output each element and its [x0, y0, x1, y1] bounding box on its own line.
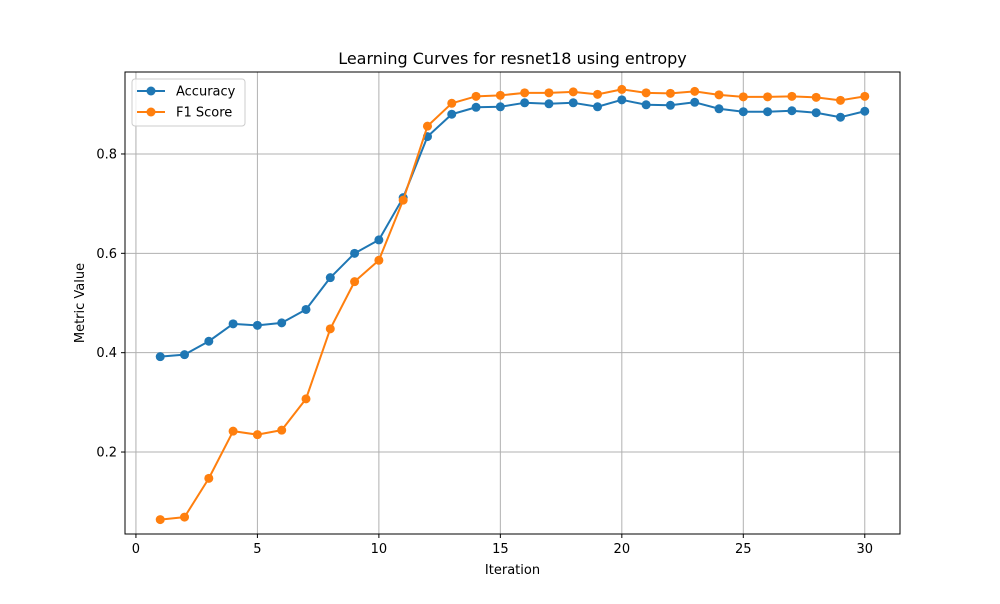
data-point-accuracy — [835, 112, 845, 122]
data-point-f1-score — [738, 92, 748, 102]
data-point-f1-score — [568, 87, 578, 97]
data-point-f1-score — [495, 90, 505, 100]
x-tick-label: 10 — [371, 542, 388, 557]
legend: Accuracy F1 Score — [131, 78, 246, 127]
x-axis-label: Iteration — [485, 563, 540, 578]
y-tick-label: 0.2 — [96, 446, 117, 461]
data-point-accuracy — [763, 107, 773, 117]
y-tick-label: 0.4 — [96, 346, 117, 361]
data-point-f1-score — [471, 91, 481, 101]
x-tick-label: 5 — [253, 542, 261, 557]
data-point-accuracy — [617, 95, 627, 105]
data-point-accuracy — [593, 102, 603, 112]
data-point-accuracy — [228, 319, 238, 329]
x-tick-label: 15 — [492, 542, 509, 557]
data-point-accuracy — [690, 97, 700, 107]
data-point-f1-score — [665, 88, 675, 98]
data-point-f1-score — [422, 121, 432, 131]
data-point-accuracy — [787, 106, 797, 116]
data-point-f1-score — [204, 473, 214, 483]
data-point-f1-score — [180, 512, 190, 522]
data-point-f1-score — [714, 90, 724, 100]
legend-label-accuracy: Accuracy — [176, 85, 236, 100]
data-point-f1-score — [641, 88, 651, 98]
series-layer — [155, 84, 870, 525]
data-point-accuracy — [471, 102, 481, 112]
data-point-f1-score — [520, 88, 530, 98]
data-point-accuracy — [301, 304, 311, 314]
data-point-accuracy — [252, 320, 262, 330]
ticks: 0 5 10 15 20 25 30 0.2 0.4 0.6 0.8 — [96, 147, 873, 557]
data-point-f1-score — [398, 195, 408, 205]
x-tick-label: 20 — [614, 542, 631, 557]
plot-frame — [124, 71, 901, 535]
data-point-f1-score — [787, 91, 797, 101]
data-point-f1-score — [447, 98, 457, 108]
data-point-f1-score — [860, 91, 870, 101]
data-point-accuracy — [860, 106, 870, 116]
y-axis-label: Metric Value — [73, 263, 88, 343]
legend-label-f1-score: F1 Score — [176, 106, 232, 121]
y-tick-label: 0.6 — [96, 247, 117, 262]
x-tick-label: 25 — [735, 542, 752, 557]
grid — [125, 72, 900, 534]
data-point-accuracy — [568, 98, 578, 108]
data-point-f1-score — [593, 89, 603, 99]
data-point-f1-score — [277, 425, 287, 435]
data-point-accuracy — [325, 273, 335, 283]
data-point-f1-score — [835, 95, 845, 105]
data-point-accuracy — [180, 350, 190, 360]
data-point-accuracy — [350, 248, 360, 258]
y-tick-label: 0.8 — [96, 147, 117, 162]
data-point-accuracy — [204, 336, 214, 346]
data-point-f1-score — [811, 92, 821, 102]
data-point-f1-score — [228, 426, 238, 436]
legend-marker-f1-score — [146, 107, 156, 117]
chart-title: Learning Curves for resnet18 using entro… — [338, 49, 687, 68]
data-point-accuracy — [374, 235, 384, 245]
data-point-f1-score — [690, 86, 700, 96]
data-point-accuracy — [738, 107, 748, 117]
data-point-accuracy — [641, 100, 651, 110]
data-point-f1-score — [763, 92, 773, 102]
data-point-accuracy — [155, 352, 165, 362]
plot-area — [125, 72, 900, 534]
data-point-accuracy — [277, 318, 287, 328]
data-point-accuracy — [665, 100, 675, 110]
x-tick-label: 0 — [132, 542, 140, 557]
data-point-accuracy — [495, 102, 505, 112]
data-point-f1-score — [544, 88, 554, 98]
data-point-f1-score — [617, 84, 627, 94]
data-point-f1-score — [350, 277, 360, 287]
data-point-accuracy — [714, 104, 724, 114]
data-point-accuracy — [447, 109, 457, 119]
data-point-f1-score — [252, 430, 262, 440]
legend-marker-accuracy — [146, 86, 156, 96]
data-point-f1-score — [374, 255, 384, 265]
data-point-f1-score — [301, 394, 311, 404]
data-point-accuracy — [811, 108, 821, 118]
data-point-accuracy — [520, 98, 530, 108]
data-point-f1-score — [325, 324, 335, 334]
data-point-f1-score — [155, 515, 165, 525]
data-point-accuracy — [544, 99, 554, 109]
x-tick-label: 30 — [856, 542, 873, 557]
